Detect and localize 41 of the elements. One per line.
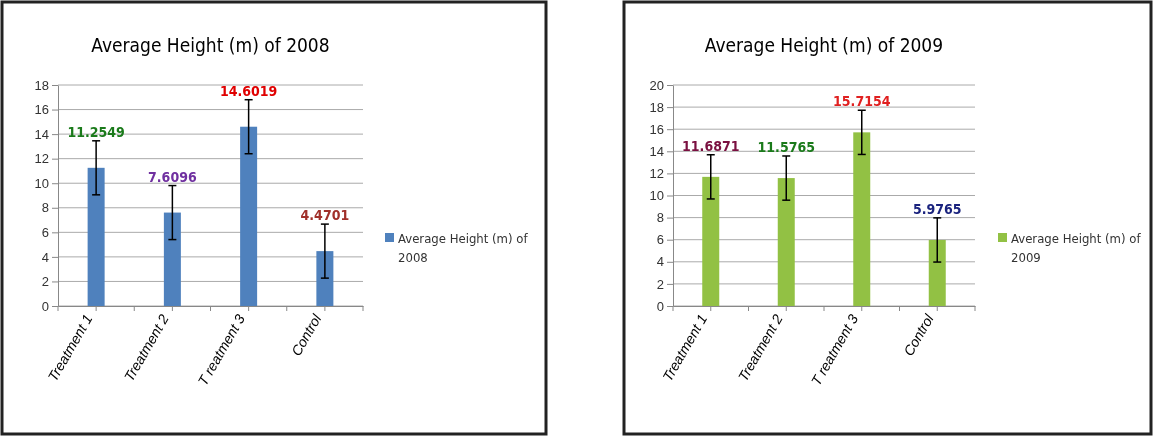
y-tick-label: 18 xyxy=(34,77,49,93)
data-label: 7.6096 xyxy=(148,168,197,185)
bar xyxy=(163,212,181,306)
y-tick-label: 14 xyxy=(649,143,664,159)
y-tick-label: 8 xyxy=(656,210,664,226)
bar xyxy=(87,167,105,306)
y-tick-label: 10 xyxy=(649,188,664,204)
y-tick-label: 14 xyxy=(34,126,49,142)
y-tick-label: 4 xyxy=(656,254,664,270)
data-label: 15.7154 xyxy=(833,93,891,110)
data-label: 11.2549 xyxy=(67,123,125,140)
chart-title: Average Height (m) of 2008 xyxy=(91,34,330,56)
y-tick-label: 18 xyxy=(649,99,664,115)
y-tick-label: 16 xyxy=(34,102,49,118)
y-tick-label: 20 xyxy=(649,77,664,93)
bar xyxy=(928,239,946,306)
bar xyxy=(853,132,871,306)
y-tick-label: 0 xyxy=(41,298,49,314)
bar xyxy=(316,251,334,306)
legend-label: Average Height (m) of 2009 xyxy=(1011,231,1142,265)
y-tick-label: 2 xyxy=(656,276,664,292)
y-tick-label: 2 xyxy=(41,274,49,290)
data-label: 5.9765 xyxy=(912,200,962,217)
y-tick-label: 0 xyxy=(656,298,664,314)
y-tick-label: 4 xyxy=(41,249,49,265)
bar xyxy=(240,126,258,306)
data-label: 11.6871 xyxy=(682,137,740,154)
y-tick-label: 6 xyxy=(656,232,664,248)
data-label: 11.5765 xyxy=(757,138,815,155)
y-tick-label: 12 xyxy=(34,151,49,167)
y-tick-label: 6 xyxy=(41,224,49,240)
y-tick-label: 16 xyxy=(649,121,664,137)
y-tick-label: 12 xyxy=(649,166,664,182)
y-tick-label: 10 xyxy=(34,175,49,191)
legend-label: Average Height (m) of 2008 xyxy=(398,231,529,265)
data-label: 14.6019 xyxy=(219,82,278,99)
chart-title: Average Height (m) of 2009 xyxy=(704,34,944,56)
y-tick-label: 8 xyxy=(41,200,49,216)
bar xyxy=(777,178,795,306)
bar xyxy=(702,176,720,306)
data-label: 4.4701 xyxy=(300,207,350,224)
